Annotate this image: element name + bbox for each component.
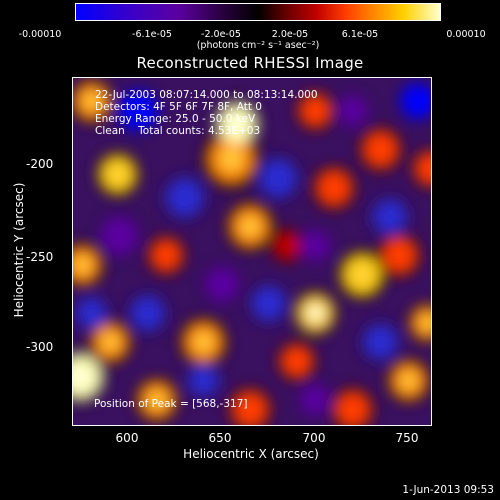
heatmap-blob [233, 392, 267, 425]
colorbar-tick: 6.1e-05 [341, 29, 379, 40]
x-tick-label: 650 [208, 431, 232, 445]
heatmap-blob-core [84, 93, 100, 109]
info-energy-range: Energy Range: 25.0 - 50.0 keV [95, 113, 256, 125]
colorbar-tick: -6.1e-05 [132, 29, 172, 40]
heatmap-blob-core [307, 305, 323, 321]
info-detectors: Detectors: 4F 5F 6F 7F 8F, Att 0 [95, 101, 262, 113]
heatmap-blob-core [420, 315, 431, 330]
heatmap-blob [130, 295, 165, 331]
heatmap-blob-layer [73, 78, 431, 425]
heatmap-blob [317, 170, 351, 206]
chart-title: Reconstructed RHESSI Image [136, 54, 364, 72]
colorbar-tick: 0.00010 [446, 29, 486, 40]
heatmap-blob [151, 239, 182, 271]
heatmap-blob [100, 216, 139, 256]
heatmap-blob [274, 232, 301, 260]
colorbar-tick: 2.0e-05 [271, 29, 309, 40]
heatmap-blob-core [73, 367, 90, 387]
peak-position-label: Position of Peak = [568,-317] [94, 398, 248, 410]
heatmap-blob [76, 297, 107, 329]
y-tick-label: -300 [26, 340, 54, 354]
heatmap-blob-core [195, 333, 212, 351]
y-tick-label: -200 [26, 157, 54, 171]
colorbar-tick: -2.0e-05 [201, 29, 241, 40]
info-time-range: 22-Jul-2003 08:07:14.000 to 08:13:14.000 [95, 89, 318, 101]
heatmap-blob [401, 83, 431, 119]
heatmap-blob [205, 266, 239, 302]
heatmap-blob [416, 153, 431, 185]
heatmap-blob-core [401, 372, 417, 389]
colorbar-tick: -0.00010 [18, 29, 62, 40]
heatmap-blob [337, 95, 368, 127]
heatmap-blob [363, 324, 398, 360]
x-tick-label: 600 [115, 431, 139, 445]
heatmap-blob-core [110, 166, 126, 183]
heatmap-blob [188, 365, 219, 397]
heatmap-blob [119, 91, 157, 131]
heatmap-blob [335, 392, 370, 425]
heatmap-blob [373, 199, 407, 235]
x-tick-label: 750 [395, 431, 419, 445]
heatmap-blob [382, 238, 417, 273]
heatmap-svg [73, 78, 431, 425]
heatmap-blob [166, 178, 204, 217]
heatmap-blob [259, 158, 297, 198]
colorbar [75, 3, 441, 21]
y-axis-label: Heliocentric Y (arcsec) [12, 182, 26, 318]
heatmap-blob-core [241, 217, 259, 236]
x-tick-label: 700 [302, 431, 326, 445]
heatmap-blob [363, 131, 398, 167]
heatmap-blob [300, 384, 331, 416]
timestamp-footer: 1-Jun-2013 09:53 [402, 484, 494, 496]
heatmap-blob [252, 286, 286, 321]
heatmap-blob [281, 345, 312, 377]
heatmap-blob [300, 95, 331, 127]
x-axis-label: Heliocentric X (arcsec) [183, 447, 319, 461]
heatmap-blob-core [353, 265, 371, 284]
heatmap-blob-core [228, 115, 246, 133]
y-tick-label: -250 [26, 250, 54, 264]
colorbar-unit-label: (photons cm⁻² s⁻¹ asec⁻²) [196, 40, 320, 51]
heatmap-blob-core [221, 148, 242, 170]
info-clean-counts: Clean Total counts: 4.53E+03 [95, 125, 261, 137]
heatmap-plot-area: 22-Jul-2003 08:07:14.000 to 08:13:14.000… [72, 77, 432, 426]
heatmap-blob-core [149, 392, 165, 408]
heatmap-blob [300, 230, 331, 262]
heatmap-blob-core [74, 257, 90, 273]
heatmap-blob-core [102, 334, 118, 350]
